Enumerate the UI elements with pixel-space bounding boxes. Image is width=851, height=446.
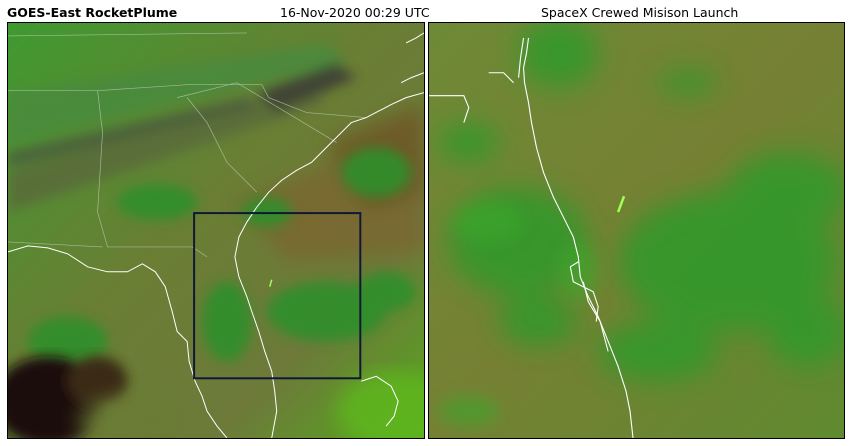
- left-panel-title: GOES-East RocketPlume: [7, 5, 178, 20]
- rocket-plume-marker: [269, 279, 273, 287]
- coastline: [8, 32, 424, 438]
- regional-satellite-panel: [7, 22, 425, 439]
- coastline-zoom: [429, 37, 634, 438]
- zoom-box-outline: [193, 212, 362, 380]
- zoom-satellite-image: [429, 23, 844, 438]
- timestamp: 16-Nov-2020 00:29 UTC: [280, 5, 430, 20]
- zoom-satellite-panel: [428, 22, 845, 439]
- regional-satellite-image: [8, 23, 424, 438]
- rocket-plume: [616, 195, 626, 213]
- right-panel-title: SpaceX Crewed Misison Launch: [541, 5, 739, 20]
